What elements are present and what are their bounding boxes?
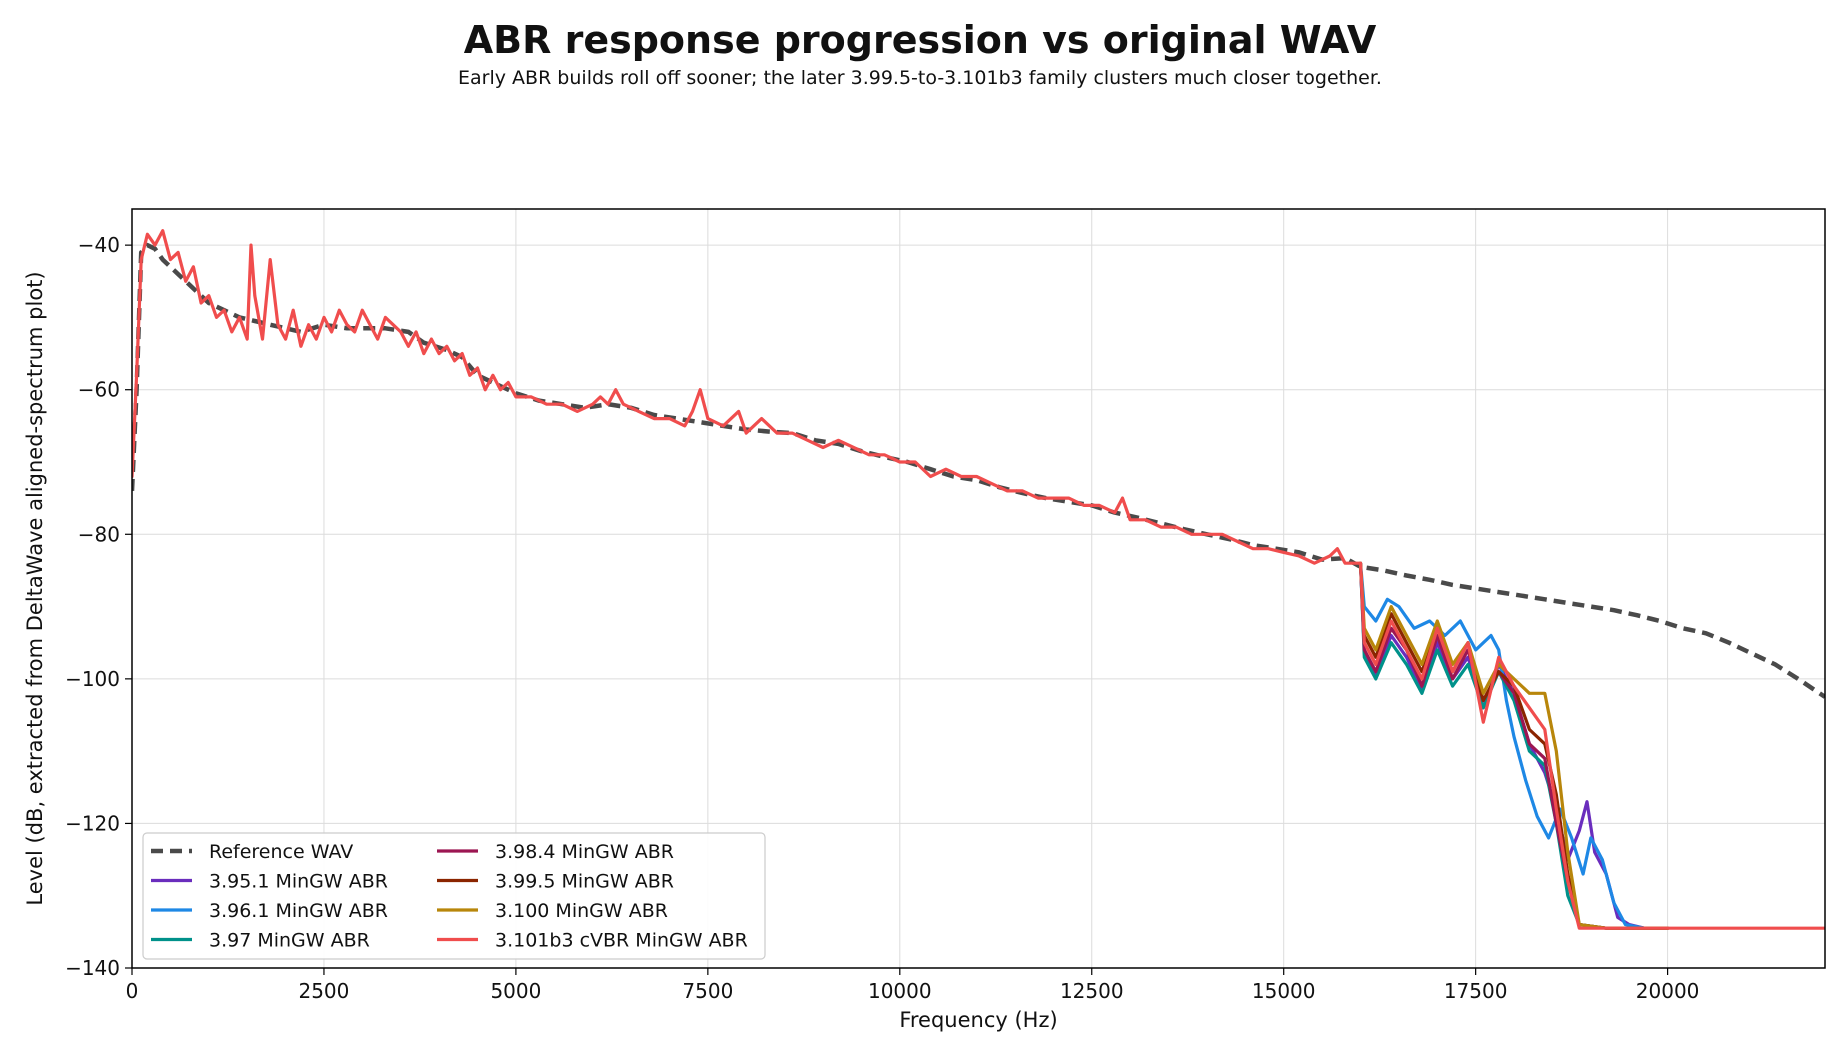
series-line-3-100-mingw-abr [1358, 561, 1670, 930]
y-tick-label: −60 [78, 378, 120, 402]
series-line-3-96-1-mingw-abr [1358, 561, 1670, 930]
x-tick-label: 0 [126, 979, 139, 1003]
x-tick-label: 20000 [1636, 979, 1700, 1003]
x-axis-label: Frequency (Hz) [899, 1008, 1057, 1032]
x-tick-label: 17500 [1444, 979, 1508, 1003]
axis-ticks: 0 2500 5000 7500 10000 12500 15000 17500 20000 −1… [65, 233, 1699, 1003]
x-tick-label: 7500 [682, 979, 733, 1003]
x-tick-label: 10000 [868, 979, 932, 1003]
chart-subtitle: Early ABR builds roll off sooner; the la… [458, 67, 1382, 89]
series-line-3-101b3-cvbr-mingw-abr [132, 229, 1825, 930]
y-tick-label: −100 [65, 667, 120, 691]
legend-label: 3.100 MinGW ABR [495, 900, 668, 922]
y-axis-label: Level (dB, extracted from DeltaWave alig… [23, 271, 47, 905]
y-tick-label: −140 [65, 956, 120, 980]
legend: Reference WAV 3.95.1 MinGW ABR 3.96.1 MinG… [142, 832, 766, 960]
x-tick-label: 12500 [1060, 979, 1124, 1003]
y-tick-label: −80 [78, 522, 120, 546]
legend-box [142, 832, 766, 960]
plot-area-frame [131, 208, 1826, 969]
legend-label: 3.101b3 cVBR MinGW ABR [495, 930, 748, 952]
legend-label: 3.99.5 MinGW ABR [495, 871, 674, 893]
series-line-reference-wav [132, 242, 1825, 699]
legend-label: Reference WAV [209, 841, 353, 863]
x-tick-label: 15000 [1252, 979, 1316, 1003]
legend-label: 3.95.1 MinGW ABR [209, 871, 388, 893]
series-lines [132, 229, 1825, 930]
y-tick-label: −40 [78, 233, 120, 257]
legend-label: 3.97 MinGW ABR [209, 930, 370, 952]
y-tick-label: −120 [65, 811, 120, 835]
x-tick-label: 2500 [298, 979, 349, 1003]
x-tick-label: 5000 [490, 979, 541, 1003]
series-line-3-97-mingw-abr [1358, 561, 1670, 930]
legend-label: 3.96.1 MinGW ABR [209, 900, 388, 922]
chart-title: ABR response progression vs original WAV [463, 18, 1377, 62]
legend-label: 3.98.4 MinGW ABR [495, 841, 674, 863]
